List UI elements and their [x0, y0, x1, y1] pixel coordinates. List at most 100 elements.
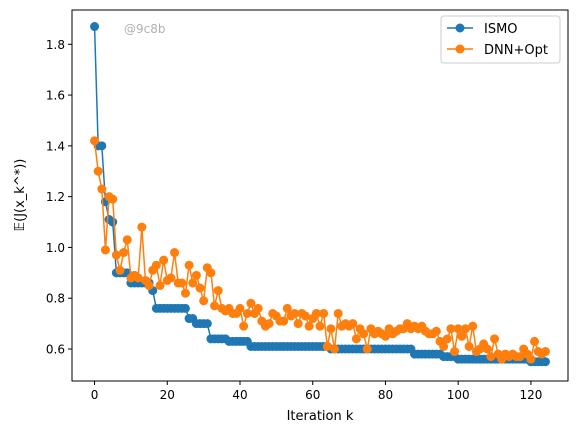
plot-frame [71, 9, 569, 382]
data-point-dnn-opt [206, 268, 216, 278]
data-point-dnn-opt [170, 248, 180, 258]
data-point-ismo [90, 22, 100, 32]
data-point-dnn-opt [184, 260, 194, 270]
data-point-dnn-opt [159, 255, 169, 265]
data-point-dnn-opt [457, 331, 467, 341]
legend-ismo-label: ISMO [484, 22, 518, 37]
x-axis-label: Iteration k [287, 409, 354, 424]
x-tick-label: 120 [519, 388, 542, 402]
data-point-dnn-opt [333, 308, 343, 318]
data-point-dnn-opt [446, 324, 456, 334]
data-point-dnn-opt [253, 303, 263, 313]
data-point-dnn-opt [380, 331, 390, 341]
data-point-dnn-opt [319, 308, 329, 318]
data-point-dnn-opt [97, 184, 107, 194]
x-axis-ticks: 0 20 40 60 80 100 120 [91, 381, 542, 402]
data-point-dnn-opt [235, 303, 245, 313]
data-point-dnn-opt [122, 235, 132, 245]
data-point-dnn-opt [540, 347, 550, 357]
data-point-dnn-opt [311, 308, 321, 318]
data-point-dnn-opt [450, 347, 460, 357]
data-point-dnn-opt [264, 319, 274, 329]
data-point-dnn-opt [111, 250, 121, 260]
data-point-dnn-opt [119, 248, 129, 258]
data-point-dnn-opt [133, 273, 143, 283]
data-point-dnn-opt [180, 288, 190, 298]
data-point-ismo [97, 141, 107, 151]
data-point-dnn-opt [213, 286, 223, 296]
data-point-dnn-opt [144, 281, 154, 291]
data-point-dnn-opt [300, 311, 310, 321]
data-point-dnn-opt [115, 265, 125, 275]
legend-ismo-marker [455, 23, 465, 33]
data-point-dnn-opt [442, 334, 452, 344]
y-tick-label: 1.4 [46, 139, 65, 153]
data-point-dnn-opt [460, 324, 470, 334]
data-point-ismo [108, 217, 118, 227]
data-point-ismo [540, 357, 550, 367]
series-layer [90, 22, 550, 367]
data-point-dnn-opt [359, 329, 369, 339]
x-tick-label: 80 [378, 388, 393, 402]
data-point-dnn-opt [290, 308, 300, 318]
data-point-dnn-opt [431, 326, 441, 336]
x-tick-label: 40 [232, 388, 247, 402]
data-point-dnn-opt [515, 352, 525, 362]
data-point-dnn-opt [191, 270, 201, 280]
data-point-dnn-opt [530, 336, 540, 346]
data-point-dnn-opt [526, 354, 536, 364]
legend-dnn-marker [455, 44, 465, 54]
legend: ISMO DNN+Opt [440, 15, 561, 64]
y-tick-label: 1.0 [46, 241, 65, 255]
data-point-dnn-opt [279, 316, 289, 326]
data-point-dnn-opt [464, 341, 474, 351]
data-point-dnn-opt [348, 319, 358, 329]
data-point-dnn-opt [282, 303, 292, 313]
data-point-dnn-opt [326, 324, 336, 334]
y-tick-label: 1.8 [46, 38, 65, 52]
data-point-dnn-opt [242, 308, 252, 318]
data-point-dnn-opt [239, 321, 249, 331]
data-point-dnn-opt [468, 321, 478, 331]
data-point-dnn-opt [177, 278, 187, 288]
data-point-dnn-opt [100, 245, 110, 255]
data-point-dnn-opt [315, 321, 325, 331]
data-point-dnn-opt [151, 260, 161, 270]
x-tick-label: 0 [91, 388, 99, 402]
data-point-dnn-opt [166, 273, 176, 283]
data-point-dnn-opt [93, 166, 103, 176]
x-tick-label: 60 [305, 388, 320, 402]
y-axis-ticks: 0.6 0.8 1.0 1.2 1.4 1.6 1.8 [46, 38, 72, 357]
data-point-dnn-opt [137, 222, 147, 232]
data-point-dnn-opt [362, 344, 372, 354]
y-tick-label: 0.8 [46, 292, 65, 306]
plot-background [72, 10, 568, 381]
data-point-dnn-opt [108, 194, 118, 204]
data-point-dnn-opt [195, 283, 205, 293]
y-tick-label: 1.6 [46, 89, 65, 103]
data-point-ismo [202, 319, 212, 329]
x-tick-label: 100 [447, 388, 470, 402]
data-point-dnn-opt [453, 324, 463, 334]
data-point-dnn-opt [486, 352, 496, 362]
data-point-dnn-opt [490, 334, 500, 344]
y-axis-label: 𝔼(J(x_k^*)) [13, 159, 28, 232]
data-point-ismo [180, 303, 190, 313]
data-point-dnn-opt [246, 298, 256, 308]
data-point-dnn-opt [482, 344, 492, 354]
y-tick-label: 1.2 [46, 190, 65, 204]
data-point-dnn-opt [199, 296, 209, 306]
data-point-dnn-opt [293, 319, 303, 329]
watermark-text: @9c8b [124, 22, 165, 36]
data-point-dnn-opt [439, 341, 449, 351]
data-point-dnn-opt [90, 136, 100, 146]
data-point-dnn-opt [330, 344, 340, 354]
y-tick-label: 0.6 [46, 343, 65, 357]
data-point-dnn-opt [351, 334, 361, 344]
data-point-dnn-opt [155, 281, 165, 291]
data-point-dnn-opt [210, 301, 220, 311]
data-point-dnn-opt [304, 321, 314, 331]
x-tick-label: 20 [160, 388, 175, 402]
data-point-dnn-opt [322, 341, 332, 351]
